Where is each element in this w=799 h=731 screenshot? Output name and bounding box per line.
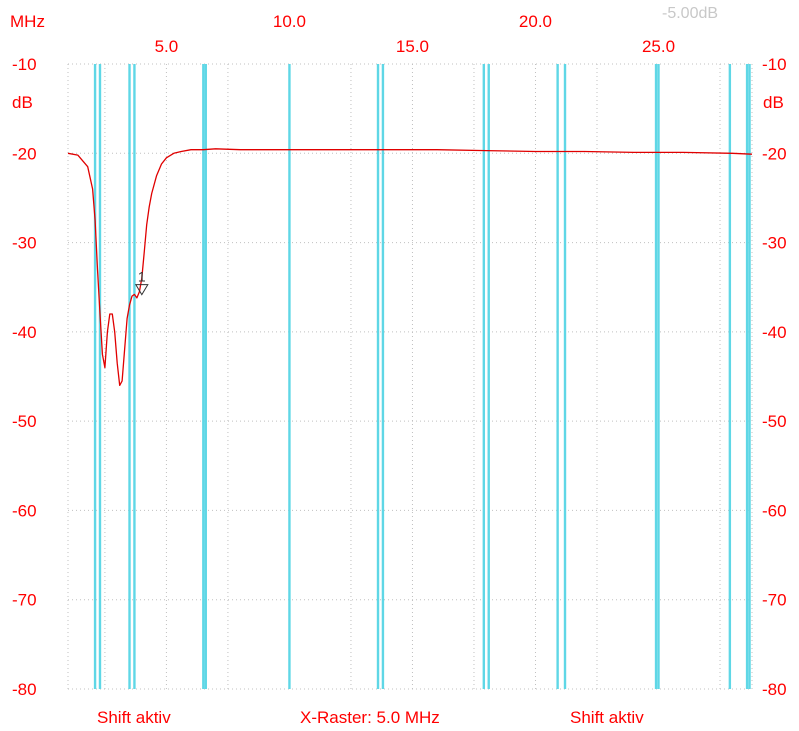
tick-labels: -10 -10 -20 -20 -30 -30 -40 -40 -50 -50 -60 -60 -70 -… (12, 12, 787, 699)
x-tick-label-lower: 5.0 (155, 37, 179, 56)
y-tick-label-left: -70 (12, 591, 37, 610)
y-tick-label-left: -80 (12, 680, 37, 699)
y-tick-label-left: -40 (12, 323, 37, 342)
y-unit-label-right: dB (763, 93, 784, 112)
y-tick-label-left: -60 (12, 501, 37, 520)
marker-label: 1 (138, 269, 146, 285)
footer-center: X-Raster: 5.0 MHz (300, 708, 440, 727)
faint-reference-label: -5.00dB (662, 5, 718, 22)
x-tick-label-lower: 15.0 (396, 37, 429, 56)
y-tick-label-left: -20 (12, 144, 37, 163)
y-tick-label-right: -10 (762, 55, 787, 74)
y-tick-label-left: -30 (12, 234, 37, 253)
trace-layer (67, 148, 753, 387)
marker-layer: 1 (134, 269, 149, 296)
marker-triangle-icon (134, 284, 149, 296)
x-tick-label-lower: 25.0 (642, 37, 675, 56)
y-tick-label-left: -10 (12, 55, 37, 74)
y-tick-label-right: -60 (762, 501, 787, 520)
y-tick-label-right: -80 (762, 680, 787, 699)
footer-left: Shift aktiv (97, 708, 171, 727)
measurement-trace (67, 148, 753, 387)
footer-right: Shift aktiv (570, 708, 644, 727)
axes (67, 64, 753, 689)
x-unit-label: MHz (10, 12, 45, 31)
marker-lines (93, 64, 751, 689)
y-tick-label-right: -70 (762, 591, 787, 610)
y-tick-label-left: -50 (12, 412, 37, 431)
x-tick-label-upper: 10.0 (273, 12, 306, 31)
y-tick-label-right: -40 (762, 323, 787, 342)
y-tick-label-right: -20 (762, 144, 787, 163)
y-unit-label-left: dB (12, 93, 33, 112)
y-tick-label-right: -30 (762, 234, 787, 253)
x-tick-label-upper: 20.0 (519, 12, 552, 31)
grid (68, 63, 752, 690)
y-tick-label-right: -50 (762, 412, 787, 431)
